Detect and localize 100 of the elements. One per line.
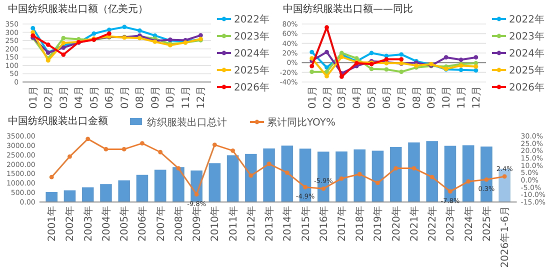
x-tick-label: 2002年	[64, 206, 76, 242]
point	[68, 154, 72, 159]
x-tick-label: 03月	[337, 86, 348, 109]
x-tick-label: 2015年	[300, 206, 312, 242]
x-tick-label: 08月	[412, 86, 423, 109]
x-tick-label: 2001年	[46, 206, 58, 242]
point	[284, 170, 290, 175]
bar	[245, 154, 257, 202]
point	[474, 64, 478, 69]
point	[412, 166, 416, 170]
point	[502, 174, 507, 179]
legend-label: 2025年	[509, 64, 544, 76]
x-tick-label: 2018年	[354, 206, 366, 242]
bar	[226, 155, 239, 202]
x-tick-label: 12月	[196, 86, 208, 109]
point	[61, 40, 66, 46]
bar	[154, 170, 166, 202]
x-tick-label: 2023年	[444, 206, 457, 242]
x-tick-label: 03月	[58, 86, 70, 109]
point	[122, 24, 127, 30]
point	[310, 56, 314, 61]
point	[339, 176, 344, 181]
point	[321, 186, 326, 191]
x-tick-label: 06月	[382, 86, 393, 109]
bar	[100, 184, 112, 202]
x-tick-label: 05月	[367, 86, 378, 109]
x-tick-label: 2026年1-6月	[499, 206, 512, 268]
point	[140, 141, 144, 146]
point	[384, 57, 389, 62]
point	[324, 25, 329, 30]
point	[158, 150, 163, 154]
point	[137, 28, 142, 33]
point	[458, 58, 464, 62]
legend-label: 2023年	[234, 30, 270, 42]
bar	[426, 141, 438, 202]
legend-label: 2025年	[234, 64, 270, 76]
point	[369, 66, 374, 72]
bar	[372, 150, 384, 202]
point	[61, 45, 66, 50]
bar	[408, 142, 420, 202]
point	[310, 70, 314, 74]
x-tick-label: 12月	[471, 86, 482, 109]
point	[176, 166, 181, 170]
point	[466, 179, 471, 184]
x-tick-label: 01月	[28, 86, 40, 109]
point	[357, 172, 362, 176]
chart-title: 中国纺织服装出口金额	[8, 115, 108, 127]
x-tick-label: 02月	[44, 86, 55, 109]
point	[30, 26, 36, 30]
x-tick-label: 05月	[89, 86, 100, 109]
x-tick-label: 10月	[442, 86, 453, 109]
x-tick-label: 01月	[307, 86, 318, 109]
chart-title: 中国纺织服装出口额（亿美元）	[8, 3, 148, 15]
bar	[354, 149, 366, 202]
bar	[136, 174, 148, 202]
point	[399, 70, 404, 74]
point	[324, 74, 329, 78]
bar	[46, 192, 58, 202]
bar	[336, 151, 348, 202]
x-tick-label: 09月	[150, 86, 162, 109]
bar	[281, 146, 294, 202]
point	[106, 28, 112, 32]
bar	[172, 167, 184, 202]
legend-label: 2023年	[509, 30, 544, 42]
x-tick-label: 04月	[352, 86, 364, 109]
legend-label: 2022年	[509, 14, 544, 26]
point	[458, 68, 464, 72]
x-tick-label: 2011年	[227, 206, 240, 242]
point	[61, 52, 66, 57]
chart-title: 中国纺织服装出口额——同比	[283, 3, 413, 15]
point	[248, 173, 254, 178]
x-tick-label: 2025年	[480, 206, 493, 242]
point	[399, 52, 404, 57]
point	[310, 64, 314, 68]
point	[61, 36, 66, 40]
bar	[64, 190, 76, 202]
x-tick-label: 11月	[456, 86, 468, 109]
x-tick-label: 07月	[120, 86, 131, 109]
point	[384, 67, 389, 72]
point	[430, 174, 434, 180]
point	[474, 55, 478, 60]
point	[394, 166, 398, 170]
x-tick-label: 2016年	[318, 206, 330, 242]
x-tick-label: 07月	[396, 86, 408, 109]
point	[92, 31, 96, 36]
bar	[208, 163, 221, 202]
legend-label: 累计同比YOY%	[267, 116, 336, 128]
x-tick-label: 2022年	[426, 206, 439, 242]
legend-label: 2026年	[234, 82, 270, 94]
x-tick-label: 06月	[104, 86, 116, 109]
point	[198, 33, 203, 38]
x-tick-label: 2020年	[390, 206, 402, 242]
point	[303, 184, 308, 190]
point	[49, 174, 54, 180]
point	[474, 68, 478, 73]
x-tick-label: 2014年	[282, 206, 294, 242]
x-tick-label: 2024年	[462, 206, 475, 242]
bar	[263, 148, 275, 202]
point	[340, 74, 344, 79]
point	[104, 147, 108, 152]
